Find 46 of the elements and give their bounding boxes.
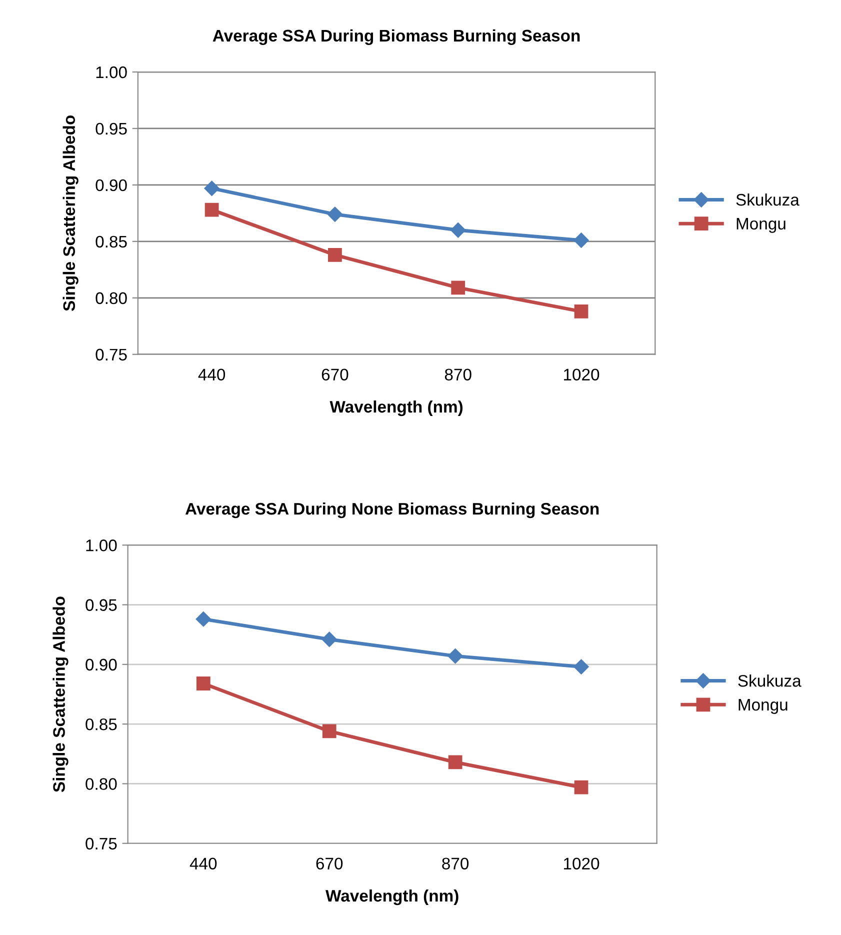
point	[451, 280, 466, 295]
x-tick-label: 1020	[564, 858, 600, 870]
x-axis-title: Wavelength (nm)	[326, 889, 458, 906]
legend-label: Skukuza	[736, 193, 800, 206]
point	[204, 180, 220, 196]
y-tick-label: 0.95	[96, 122, 127, 135]
y-tick-label: 1.00	[86, 540, 117, 552]
point	[574, 780, 588, 794]
x-tick-label: 870	[442, 858, 469, 870]
y-tick-label: 0.75	[86, 838, 117, 850]
y-tick-label: 0.75	[96, 348, 127, 361]
point	[322, 632, 337, 647]
point	[196, 676, 210, 690]
point	[196, 612, 211, 627]
point	[204, 202, 219, 217]
y-axis-title: Single Scattering Albedo	[52, 596, 68, 792]
legend-label: Mongu	[738, 699, 788, 714]
point	[322, 724, 336, 738]
point	[574, 232, 589, 248]
y-tick-label: 0.95	[86, 599, 117, 611]
x-tick-label: 670	[322, 368, 348, 380]
y-tick-label: 0.90	[86, 658, 117, 671]
x-tick-label: 440	[190, 858, 217, 870]
x-tick-label: 870	[444, 368, 472, 380]
legend-label: Skukuza	[738, 674, 802, 687]
chart-title: Average SSA During Biomass Burning Season	[212, 29, 580, 45]
legend-label: Mongu	[736, 218, 786, 233]
point	[448, 755, 462, 770]
point	[574, 659, 589, 674]
point	[450, 222, 466, 238]
point	[328, 248, 342, 262]
point	[448, 648, 463, 664]
y-tick-label: 0.90	[96, 179, 127, 192]
point	[327, 206, 343, 222]
y-tick-label: 0.85	[96, 236, 127, 248]
x-tick-label: 670	[316, 858, 343, 870]
y-tick-label: 0.80	[86, 778, 117, 790]
chart-title: Average SSA During None Biomass Burning Season	[185, 502, 599, 518]
x-axis-title: Wavelength (nm)	[330, 400, 463, 416]
y-tick-label: 1.00	[96, 66, 127, 78]
y-tick-label: 0.85	[86, 718, 117, 730]
x-tick-label: 1020	[564, 368, 600, 380]
y-axis-title: Single Scattering Albedo	[62, 116, 78, 312]
x-tick-label: 440	[198, 368, 226, 380]
point	[574, 304, 588, 318]
y-tick-label: 0.80	[96, 292, 127, 304]
